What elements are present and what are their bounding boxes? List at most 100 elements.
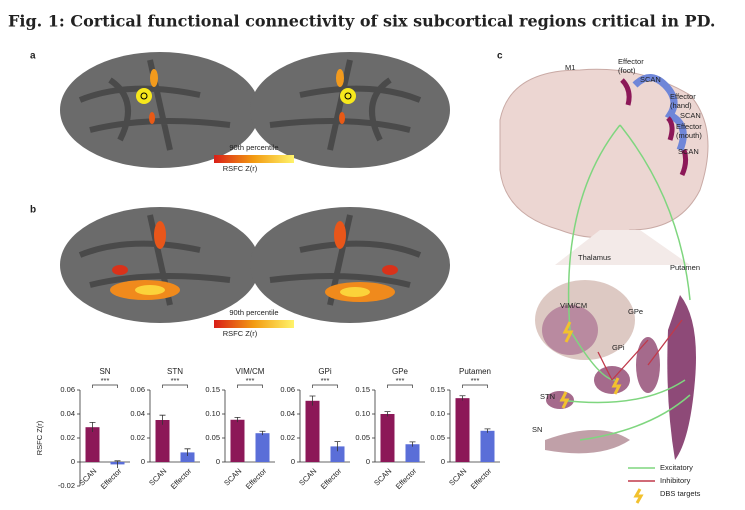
brain-right-a bbox=[250, 52, 450, 168]
y-tick-label: 0.02 bbox=[280, 433, 295, 442]
chart-title: SN bbox=[99, 367, 110, 376]
y-tick-label: 0.05 bbox=[430, 433, 445, 442]
colorbar-label: RSFC Z(r) bbox=[223, 164, 258, 173]
annotation: SN bbox=[532, 425, 542, 434]
y-tick-label: 0.02 bbox=[60, 433, 75, 442]
annotation: GPe bbox=[628, 307, 643, 316]
significance: *** bbox=[171, 376, 180, 385]
significance-bracket bbox=[237, 384, 263, 388]
bar bbox=[480, 430, 495, 462]
chart-title: VIM/CM bbox=[236, 367, 265, 376]
panel-label: a bbox=[30, 51, 36, 62]
y-tick-label: 0.06 bbox=[130, 385, 145, 394]
x-tick-label: SCAN bbox=[447, 466, 468, 487]
bar bbox=[155, 420, 170, 462]
colorbar bbox=[214, 155, 294, 163]
y-tick-label: 0.15 bbox=[355, 385, 370, 394]
figure-title: Fig. 1: Cortical functional connectivity… bbox=[8, 12, 715, 31]
y-tick-label: 0.10 bbox=[205, 409, 220, 418]
y-tick-label: 0.02 bbox=[130, 433, 145, 442]
significance: *** bbox=[101, 376, 110, 385]
chart-title: Putamen bbox=[459, 367, 491, 376]
x-tick-label: Effector bbox=[469, 466, 494, 491]
annotation: Putamen bbox=[670, 263, 700, 272]
error-bar bbox=[484, 428, 491, 433]
bar bbox=[305, 400, 320, 462]
annotation: SCAN bbox=[640, 75, 661, 84]
significance: *** bbox=[321, 376, 330, 385]
significance-bracket bbox=[162, 384, 188, 388]
x-tick-label: Effector bbox=[169, 466, 194, 491]
error-bar bbox=[459, 395, 466, 401]
y-tick-label: 0.06 bbox=[60, 385, 75, 394]
annotation: M1 bbox=[565, 63, 575, 72]
annotation: Effector bbox=[670, 92, 696, 101]
annotation: (foot) bbox=[618, 66, 636, 75]
colorbar-label: 90th percentile bbox=[229, 143, 278, 152]
y-tick-label: -0.02 bbox=[58, 481, 75, 490]
colorbar-label: RSFC Z(r) bbox=[223, 329, 258, 338]
bar bbox=[85, 427, 100, 462]
bar bbox=[330, 446, 345, 462]
error-bar bbox=[89, 422, 96, 432]
y-tick-label: 0.04 bbox=[130, 409, 145, 418]
y-tick-label: 0 bbox=[366, 457, 370, 466]
y-tick-label: 0 bbox=[441, 457, 445, 466]
legend-label: DBS targets bbox=[660, 489, 701, 498]
x-tick-label: SCAN bbox=[372, 466, 393, 487]
annotation: STN bbox=[540, 392, 555, 401]
significance-bracket bbox=[387, 384, 413, 388]
x-tick-label: SCAN bbox=[147, 466, 168, 487]
y-tick-label: 0.05 bbox=[205, 433, 220, 442]
chart-title: STN bbox=[167, 367, 183, 376]
annotation: Effector bbox=[676, 122, 702, 131]
annotation: Thalamus bbox=[578, 253, 611, 262]
y-axis-label: RSFC Z(r) bbox=[35, 420, 44, 455]
annotation: (mouth) bbox=[676, 131, 702, 140]
error-bar bbox=[309, 395, 316, 406]
y-tick-label: 0.15 bbox=[205, 385, 220, 394]
brain-left-b bbox=[60, 207, 260, 323]
annotation: SCAN bbox=[678, 147, 699, 156]
error-bar bbox=[384, 411, 391, 417]
significance-bracket bbox=[312, 384, 338, 388]
error-bar bbox=[334, 441, 341, 452]
bar bbox=[405, 444, 420, 462]
y-tick-label: 0 bbox=[216, 457, 220, 466]
annotation: VIM/CM bbox=[560, 301, 587, 310]
chart-title: GPe bbox=[392, 367, 409, 376]
error-bar bbox=[409, 441, 416, 447]
brain-right-b bbox=[250, 207, 450, 323]
y-tick-label: 0.05 bbox=[355, 433, 370, 442]
significance-bracket bbox=[92, 384, 118, 388]
x-tick-label: Effector bbox=[244, 466, 269, 491]
chart-title: GPi bbox=[318, 367, 332, 376]
brain-left-a bbox=[60, 52, 260, 168]
y-tick-label: 0.04 bbox=[60, 409, 75, 418]
error-bar bbox=[184, 448, 191, 456]
error-bar bbox=[259, 430, 266, 436]
legend-label: Excitatory bbox=[660, 463, 693, 472]
significance-bracket bbox=[462, 384, 488, 388]
bar bbox=[180, 452, 195, 462]
y-tick-label: 0.06 bbox=[280, 385, 295, 394]
annotation: (hand) bbox=[670, 101, 692, 110]
legend-label: Inhibitory bbox=[660, 476, 691, 485]
x-tick-label: Effector bbox=[319, 466, 344, 491]
significance: *** bbox=[396, 376, 405, 385]
colorbar bbox=[214, 320, 294, 328]
y-tick-label: 0 bbox=[141, 457, 145, 466]
y-tick-label: 0 bbox=[291, 457, 295, 466]
x-tick-label: Effector bbox=[99, 466, 124, 491]
significance: *** bbox=[471, 376, 480, 385]
error-bar bbox=[234, 416, 241, 423]
bar bbox=[455, 398, 470, 462]
y-tick-label: 0 bbox=[71, 457, 75, 466]
significance: *** bbox=[246, 376, 255, 385]
panel-label: b bbox=[30, 205, 36, 216]
panel-label: c bbox=[497, 51, 503, 62]
error-bar bbox=[114, 460, 121, 468]
schematic bbox=[499, 68, 709, 504]
bar bbox=[380, 414, 395, 462]
